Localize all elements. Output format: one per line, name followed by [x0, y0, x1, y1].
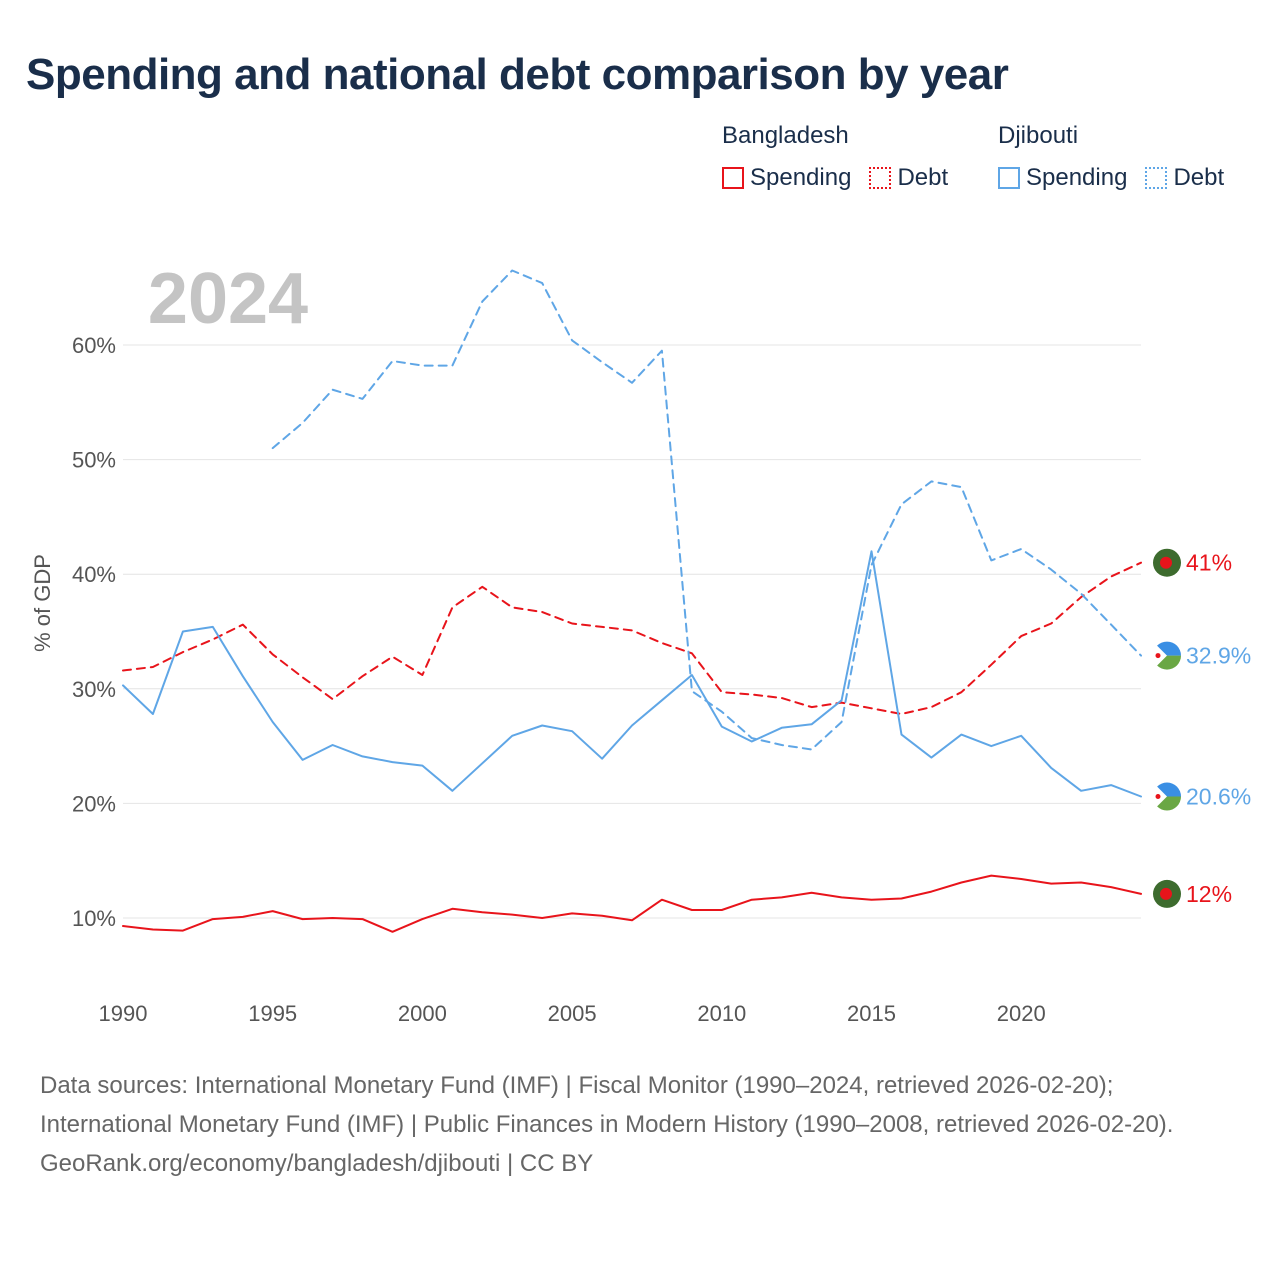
legend-label: Spending: [1026, 164, 1128, 191]
series-lines: [122, 269, 1142, 933]
x-tick-label: 1990: [99, 1001, 148, 1026]
x-tick-label: 1995: [248, 1001, 297, 1026]
footer: Data sources: International Monetary Fun…: [40, 1066, 1240, 1183]
x-tick-label: 2000: [398, 1001, 447, 1026]
bangladesh-flag-icon: [1153, 879, 1181, 908]
x-axis-ticks: 1990 1995 2000 2005 2010 2015 2020: [99, 1001, 1046, 1026]
year-watermark: 2024: [148, 259, 308, 339]
djibouti-flag-icon: [1153, 641, 1181, 670]
y-tick-label: 20%: [72, 791, 116, 816]
series-line-bangladesh-spending: [122, 874, 1142, 933]
legend-item-djibouti-spending[interactable]: Spending: [998, 164, 1127, 192]
legend-swatch-solid: [722, 167, 744, 189]
flag-disc: [1160, 556, 1172, 569]
bangladesh-flag-icon: [1153, 548, 1181, 577]
end-value-label: 20.6%: [1186, 784, 1251, 810]
series-line-djibouti-debt: [271, 269, 1142, 751]
end-value-label: 41%: [1186, 550, 1232, 576]
end-markers: 12% 41% 20.6% 32.9%: [1153, 548, 1251, 908]
y-axis-label: % of GDP: [30, 554, 55, 652]
flag-star: [1155, 794, 1161, 800]
gridlines: [123, 344, 1141, 919]
chart-title: Spending and national debt comparison by…: [26, 50, 1009, 99]
series-line-bangladesh-debt: [122, 561, 1142, 715]
flag-star: [1155, 653, 1161, 659]
y-tick-label: 30%: [72, 677, 116, 702]
legend-country-bangladesh: Bangladesh: [722, 122, 849, 149]
y-tick-label: 50%: [72, 448, 116, 473]
end-value-label: 32.9%: [1186, 643, 1251, 669]
legend-item-djibouti-debt[interactable]: Debt: [1145, 164, 1224, 192]
y-tick-label: 60%: [72, 333, 116, 358]
legend-country-djibouti: Djibouti: [998, 122, 1079, 149]
legend-label: Spending: [750, 164, 852, 191]
legend-swatch-dotted: [869, 167, 892, 189]
legend-swatch-solid: [998, 167, 1020, 189]
legend-label: Debt: [1173, 164, 1225, 191]
legend-label: Debt: [897, 164, 949, 191]
legend-group-bangladesh: Bangladesh Spending Debt: [722, 122, 966, 192]
legend-group-djibouti: Djibouti Spending Debt: [998, 122, 1242, 192]
x-tick-label: 2005: [548, 1001, 597, 1026]
legend-item-bangladesh-debt[interactable]: Debt: [869, 164, 948, 192]
series-line-djibouti-spending: [122, 550, 1142, 798]
line-chart: 2024 10% 20% 30% 40% 50% 60% 1990 1995 2000 2005…: [30, 259, 1251, 1026]
y-tick-label: 10%: [72, 906, 116, 931]
x-tick-label: 2010: [697, 1001, 746, 1026]
data-sources: Data sources: International Monetary Fun…: [40, 1072, 1174, 1138]
x-tick-label: 2015: [847, 1001, 896, 1026]
flag-disc: [1160, 887, 1172, 900]
y-axis-ticks: 10% 20% 30% 40% 50% 60%: [72, 333, 116, 931]
djibouti-flag-icon: [1153, 782, 1181, 811]
y-tick-label: 40%: [72, 562, 116, 587]
x-tick-label: 2020: [997, 1001, 1046, 1026]
credit-link[interactable]: GeoRank.org/economy/bangladesh/djibouti …: [40, 1150, 594, 1177]
legend-swatch-dotted: [1145, 167, 1168, 189]
end-value-label: 12%: [1186, 881, 1232, 907]
legend-item-bangladesh-spending[interactable]: Spending: [722, 164, 851, 192]
